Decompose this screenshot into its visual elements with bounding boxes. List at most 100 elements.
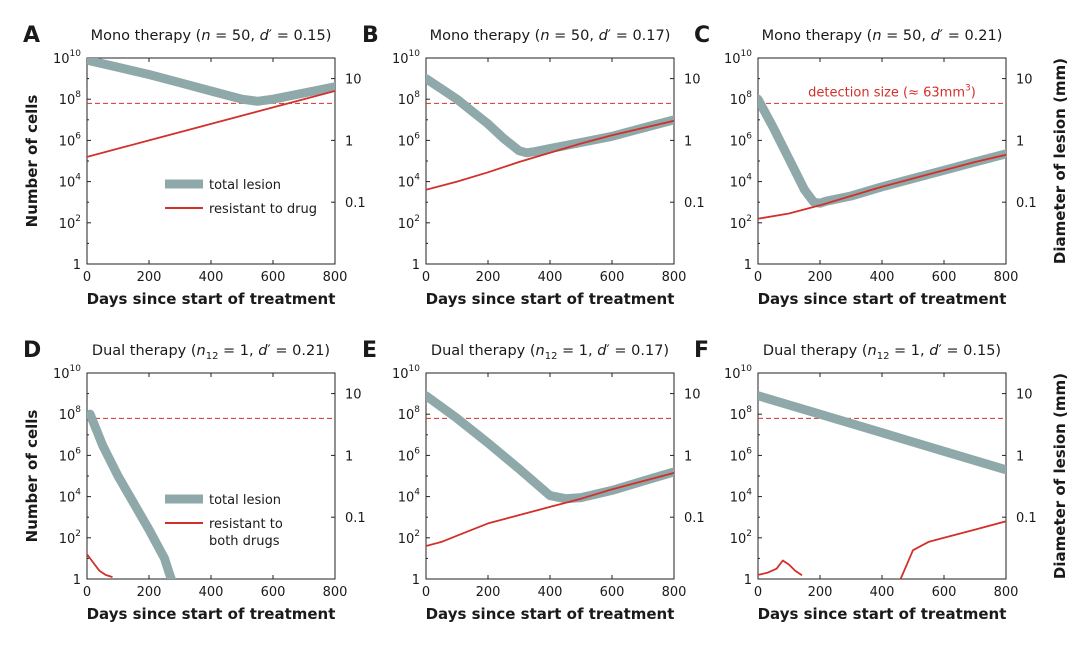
- title-therapy: Dual therapy (: [92, 343, 197, 359]
- title-d: d: [929, 343, 939, 359]
- tick-base: 10: [59, 449, 76, 464]
- y-tick-label: 1010: [392, 49, 420, 67]
- x-tick-label: 800: [994, 270, 1019, 285]
- x-tick-label: 0: [83, 270, 91, 285]
- tick-base: 10: [730, 449, 747, 464]
- y2-tick-label: 0.1: [1016, 196, 1037, 211]
- detection-exponent: 3: [965, 83, 971, 93]
- title-sep: ,: [249, 343, 258, 359]
- series-resistant: [87, 90, 335, 158]
- series-total-lesion: [87, 409, 176, 579]
- title-param-val: = 50: [882, 28, 922, 44]
- x-axis-label: Days since start of treatment: [758, 605, 1007, 623]
- panel-letter: E: [362, 338, 377, 363]
- series-total-lesion: [426, 74, 674, 158]
- y-tick-label: 1: [412, 573, 420, 588]
- y-tick-label: 1010: [392, 364, 420, 382]
- y-tick-label: 106: [59, 131, 82, 149]
- y-tick-label: 108: [730, 405, 753, 423]
- title-param-val: = 1: [557, 343, 588, 359]
- tick-base: 10: [398, 449, 415, 464]
- x-axis-label: Days since start of treatment: [87, 290, 336, 308]
- y2-axis-label: Diameter of lesion (mm): [1051, 373, 1069, 579]
- panel-d: D Dual therapy (n12 = 1, d′ = 0.21)0 200 40…: [23, 338, 366, 623]
- tick-base: 10: [392, 52, 409, 67]
- y2-tick-label: 1: [1016, 134, 1024, 149]
- legend-resistant-label: resistant to: [209, 517, 283, 532]
- tick-base: 10: [398, 408, 415, 423]
- series-total-lesion: [758, 391, 1006, 475]
- title-param-n: n: [197, 343, 206, 359]
- panel-letter: F: [694, 338, 709, 363]
- y-axis-label: Number of cells: [23, 410, 41, 543]
- panel-c: C Mono therapy (n = 50, d′ = 0.21) 0 200 400…: [694, 23, 1069, 308]
- x-tick-label: 0: [754, 585, 762, 600]
- x-axis-label: Days since start of treatment: [758, 290, 1007, 308]
- tick-exponent: 8: [414, 405, 420, 415]
- y2-tick-label: 10: [1016, 388, 1033, 403]
- y-tick-label: 102: [730, 214, 752, 232]
- tick-base: 1: [744, 573, 752, 588]
- tick-exponent: 2: [414, 214, 420, 224]
- x-tick-label: 600: [600, 585, 625, 600]
- y2-tick-label: 1: [345, 134, 353, 149]
- y-tick-label: 108: [398, 90, 421, 108]
- y-tick-label: 1010: [724, 49, 752, 67]
- title-d-val: ′ = 0.17): [606, 343, 669, 359]
- y2-tick-label: 10: [345, 73, 362, 88]
- y2-axis-label: Diameter of lesion (mm): [1051, 58, 1069, 264]
- y-tick-label: 108: [59, 90, 82, 108]
- panel-title: Mono therapy (n = 50, d′ = 0.17): [430, 28, 671, 44]
- title-param-sub: 12: [877, 351, 890, 362]
- title-param-val: = 50: [211, 28, 251, 44]
- y-tick-label: 106: [398, 446, 421, 464]
- title-d: d: [258, 343, 268, 359]
- panel-title: Dual therapy (n12 = 1, d′ = 0.21): [92, 343, 330, 362]
- tick-base: 1: [73, 573, 81, 588]
- x-tick-label: 400: [538, 585, 563, 600]
- x-tick-label: 600: [261, 270, 286, 285]
- y-tick-label: 1: [73, 258, 81, 273]
- title-d: d: [599, 28, 609, 44]
- y-tick-label: 102: [59, 529, 81, 547]
- title-param-n: n: [872, 28, 881, 44]
- y2-tick-label: 10: [684, 388, 701, 403]
- y-tick-label: 104: [730, 173, 753, 191]
- tick-exponent: 6: [414, 446, 420, 456]
- y2-tick-label: 0.1: [345, 511, 366, 526]
- y2-tick-label: 1: [1016, 449, 1024, 464]
- tick-exponent: 4: [746, 173, 752, 183]
- tick-base: 10: [392, 367, 409, 382]
- x-tick-label: 600: [932, 270, 957, 285]
- title-d-val: ′ = 0.21): [267, 343, 330, 359]
- panel-f: F Dual therapy (n12 = 1, d′ = 0.15)0 200 40…: [694, 338, 1069, 623]
- y-tick-label: 1: [412, 258, 420, 273]
- tick-base: 10: [59, 176, 76, 191]
- tick-base: 10: [398, 491, 415, 506]
- tick-exponent: 8: [746, 90, 752, 100]
- series-resistant: [87, 553, 113, 578]
- y-tick-label: 104: [398, 488, 421, 506]
- legend-resistant-label: both drugs: [209, 534, 280, 549]
- plot-frame: [425, 57, 675, 265]
- tick-exponent: 10: [70, 364, 82, 374]
- y-tick-label: 104: [730, 488, 753, 506]
- x-tick-label: 200: [808, 585, 833, 600]
- tick-exponent: 4: [746, 488, 752, 498]
- series-resistant: [426, 119, 674, 191]
- y-tick-label: 106: [730, 446, 753, 464]
- tick-base: 10: [53, 52, 70, 67]
- y-tick-label: 108: [59, 405, 82, 423]
- title-therapy: Mono therapy (: [762, 28, 873, 44]
- tick-base: 10: [730, 532, 747, 547]
- y2-tick-label: 10: [1016, 73, 1033, 88]
- title-param-val: = 50: [550, 28, 590, 44]
- tick-exponent: 2: [746, 214, 752, 224]
- title-param-val: = 1: [889, 343, 920, 359]
- y-tick-label: 102: [398, 214, 420, 232]
- panel-letter: A: [23, 23, 40, 48]
- title-sep: ,: [589, 28, 598, 44]
- panel-letter: D: [23, 338, 41, 363]
- series-resistant: [758, 559, 803, 576]
- tick-base: 1: [73, 258, 81, 273]
